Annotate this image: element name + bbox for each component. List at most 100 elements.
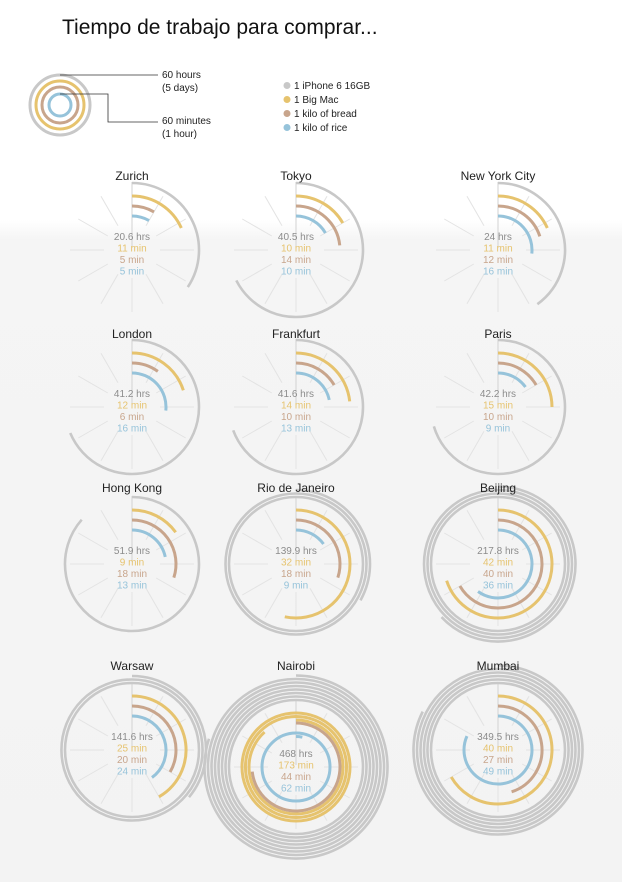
bread-arc: [250, 721, 342, 813]
value-label-rice: 16 min: [483, 267, 513, 278]
iphone-arc: [432, 338, 567, 476]
legend-dot-bread: [283, 110, 291, 117]
spoke: [100, 773, 119, 804]
scale-ring-rice: [47, 92, 73, 118]
value-label-rice: 49 min: [483, 767, 513, 778]
rice-arc: [295, 371, 331, 401]
bigmac-arc: [131, 508, 177, 534]
spoke: [264, 430, 283, 461]
iphone-loop: [224, 492, 368, 636]
rice-arc: [295, 214, 327, 234]
spoke: [444, 532, 475, 551]
spoke: [145, 430, 164, 461]
bigmac-arc: [445, 508, 554, 620]
spoke: [100, 696, 119, 727]
spoke: [309, 587, 328, 618]
value-label-bread: 18 min: [281, 569, 311, 580]
spoke: [78, 718, 109, 737]
spoke: [521, 263, 552, 282]
value-label-bread: 40 min: [483, 569, 513, 580]
city-title: Mumbai: [477, 659, 520, 673]
value-label-bigmac: 11 min: [483, 244, 512, 255]
value-label-iphone: 217.8 hrs: [477, 546, 519, 557]
bigmac-arc: [131, 194, 183, 229]
rice-arc: [295, 528, 325, 545]
rice-arc: [131, 214, 150, 222]
scale-leader-minutes: [60, 93, 158, 123]
value-label-bigmac: 11 min: [117, 244, 146, 255]
page-title: Tiempo de trabajo para comprar...: [62, 16, 378, 39]
legend-label-bread: 1 kilo of bread: [294, 109, 357, 120]
spoke: [145, 587, 164, 618]
iphone-loop: [426, 492, 570, 636]
city-title: Nairobi: [277, 659, 315, 673]
value-label-iphone: 24 hrs: [484, 232, 512, 243]
value-label-iphone: 468 hrs: [279, 749, 312, 760]
rice-arc: [131, 528, 167, 558]
city-title: Rio de Janeiro: [257, 481, 335, 495]
spoke: [511, 430, 530, 461]
city-title: Zurich: [115, 169, 148, 183]
spoke: [155, 577, 186, 596]
series-legend: 1 iPhone 6 16GB 1 Big Mac 1 kilo of bread 1…: [283, 81, 370, 134]
value-label-iphone: 41.2 hrs: [114, 389, 150, 400]
value-label-rice: 9 min: [486, 424, 510, 435]
scale-ring-bigmac: [34, 79, 86, 131]
spoke: [319, 577, 350, 596]
iphone-arc: [131, 181, 201, 288]
spoke: [511, 273, 530, 304]
bread-arc: [295, 361, 336, 386]
city-title: Tokyo: [280, 169, 312, 183]
value-label-bread: 20 min: [117, 755, 147, 766]
iphone-loop: [60, 678, 204, 822]
spoke: [78, 420, 109, 439]
spoke: [155, 263, 186, 282]
spoke: [100, 430, 119, 461]
value-label-bread: 10 min: [281, 412, 311, 423]
bread-arc: [131, 204, 155, 214]
scale-label-minutes: 60 minutes: [162, 116, 211, 127]
spoke: [466, 510, 485, 541]
bread-arc: [497, 361, 538, 386]
value-label-bread: 27 min: [483, 755, 513, 766]
value-label-bread: 6 min: [120, 412, 144, 423]
value-label-bread: 10 min: [483, 412, 513, 423]
scale-ring-iphone: [28, 73, 92, 137]
bigmac-arc: [131, 694, 188, 799]
value-label-rice: 16 min: [117, 424, 147, 435]
value-label-rice: 62 min: [281, 784, 311, 795]
value-label-bread: 12 min: [483, 255, 513, 266]
spoke: [78, 532, 109, 551]
bigmac-arc: [497, 351, 554, 408]
spoke: [242, 218, 273, 237]
value-label-iphone: 139.9 hrs: [275, 546, 317, 557]
spoke: [466, 353, 485, 384]
rice-arc: [131, 371, 168, 411]
value-label-rice: 24 min: [117, 767, 147, 778]
spoke: [100, 353, 119, 384]
value-label-bigmac: 40 min: [483, 744, 513, 755]
spoke: [309, 273, 328, 304]
bigmac-arc: [295, 351, 352, 402]
iphone-loop: [227, 495, 365, 633]
spoke: [78, 263, 109, 282]
iphone-arc: [231, 338, 365, 476]
spoke: [242, 532, 273, 551]
bigmac-arc: [247, 718, 345, 816]
spoke: [100, 587, 119, 618]
iphone-arc: [235, 181, 365, 319]
iphone-loop: [422, 674, 574, 826]
city-title: Frankfurt: [272, 327, 321, 341]
iphone-loop: [227, 698, 365, 836]
spoke: [100, 273, 119, 304]
iphone-loop: [224, 695, 368, 839]
iphone-loop: [63, 681, 201, 819]
spoke: [444, 375, 475, 394]
